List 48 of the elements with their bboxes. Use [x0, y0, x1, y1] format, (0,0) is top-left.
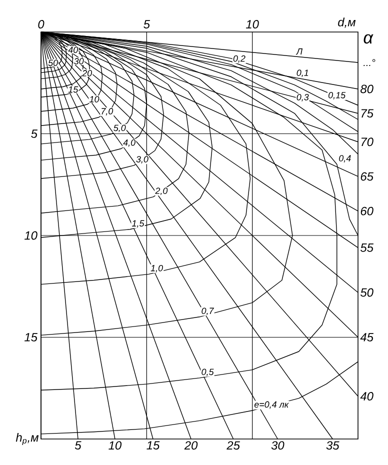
series-label: 75	[361, 109, 374, 118]
series-label: 65	[360, 172, 374, 181]
series-label: 30	[271, 441, 284, 450]
annotation: 0,4	[339, 155, 351, 162]
annotation: 0,2	[233, 55, 246, 63]
annotation: 5,0	[114, 124, 126, 132]
series-label: 50	[360, 288, 374, 297]
annotation: 3,0	[136, 156, 148, 164]
annotation: 7,0	[102, 108, 114, 116]
annotation: 0,15	[328, 92, 346, 100]
series-label: 20	[184, 441, 198, 450]
annotation: 0,7	[202, 308, 214, 316]
x-tick-label: 5	[144, 20, 150, 28]
series-label: 15	[146, 441, 160, 450]
series-label: 80	[360, 84, 374, 94]
y-tick-label: 15	[24, 333, 38, 342]
annotation: 2,0	[155, 188, 168, 196]
x-axis-title: d,м	[338, 18, 356, 28]
series-label: 70	[361, 138, 374, 146]
y-axis-title: h$_{p}$,м	[16, 432, 39, 446]
annotation: 4,0	[123, 139, 136, 147]
annotation: 1,0	[150, 264, 163, 272]
x-tick-label: 10	[246, 20, 259, 28]
annotation: 40	[68, 46, 78, 53]
series-label: 45	[360, 333, 374, 342]
annotation: 0,5	[202, 368, 214, 376]
y-tick-label: 10	[24, 231, 38, 240]
annotation: 50	[48, 60, 58, 66]
text: ...°	[364, 59, 376, 66]
series-label: 5	[74, 441, 82, 450]
series-label: 10	[108, 441, 122, 450]
annotation: 30	[74, 58, 84, 64]
y2-axis-title: α	[364, 34, 374, 44]
series-label: 40	[360, 392, 374, 400]
annotation: 0,3	[296, 94, 309, 102]
annotation: e=0,4 лк	[254, 401, 289, 409]
annotation: 0,1	[296, 70, 308, 78]
annotation: 20	[82, 70, 92, 76]
series-label: 55	[360, 244, 374, 252]
annotation: 15	[68, 86, 78, 93]
annotation: Л	[296, 48, 303, 55]
annotation: 10	[90, 96, 100, 102]
series-label: 35	[326, 441, 340, 450]
y-tick-label: 5	[31, 130, 38, 138]
series-label: 60	[360, 206, 374, 216]
annotation: 1,5	[132, 220, 144, 228]
x-tick-label: 0	[38, 20, 44, 28]
series-label: 25	[226, 441, 240, 450]
